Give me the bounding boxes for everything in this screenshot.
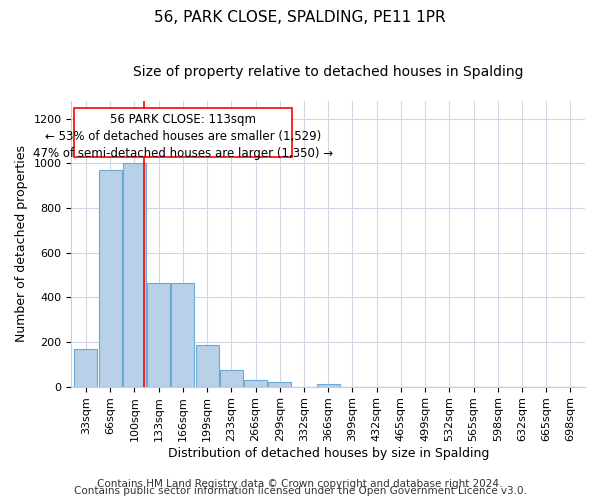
Bar [268,382,291,386]
Text: 56, PARK CLOSE, SPALDING, PE11 1PR: 56, PARK CLOSE, SPALDING, PE11 1PR [154,10,446,25]
Text: Contains public sector information licensed under the Open Government Licence v3: Contains public sector information licen… [74,486,526,496]
FancyBboxPatch shape [74,108,292,157]
Bar [123,164,146,386]
Bar [147,283,170,387]
Bar [196,346,218,387]
Title: Size of property relative to detached houses in Spalding: Size of property relative to detached ho… [133,65,523,79]
Bar [98,170,122,386]
Y-axis label: Number of detached properties: Number of detached properties [15,146,28,342]
Bar [317,384,340,386]
Bar [244,380,267,386]
Text: 56 PARK CLOSE: 113sqm
← 53% of detached houses are smaller (1,529)
47% of semi-d: 56 PARK CLOSE: 113sqm ← 53% of detached … [33,112,333,160]
Bar [172,283,194,387]
X-axis label: Distribution of detached houses by size in Spalding: Distribution of detached houses by size … [167,447,489,460]
Bar [74,348,97,387]
Bar [220,370,243,386]
Text: Contains HM Land Registry data © Crown copyright and database right 2024.: Contains HM Land Registry data © Crown c… [97,479,503,489]
